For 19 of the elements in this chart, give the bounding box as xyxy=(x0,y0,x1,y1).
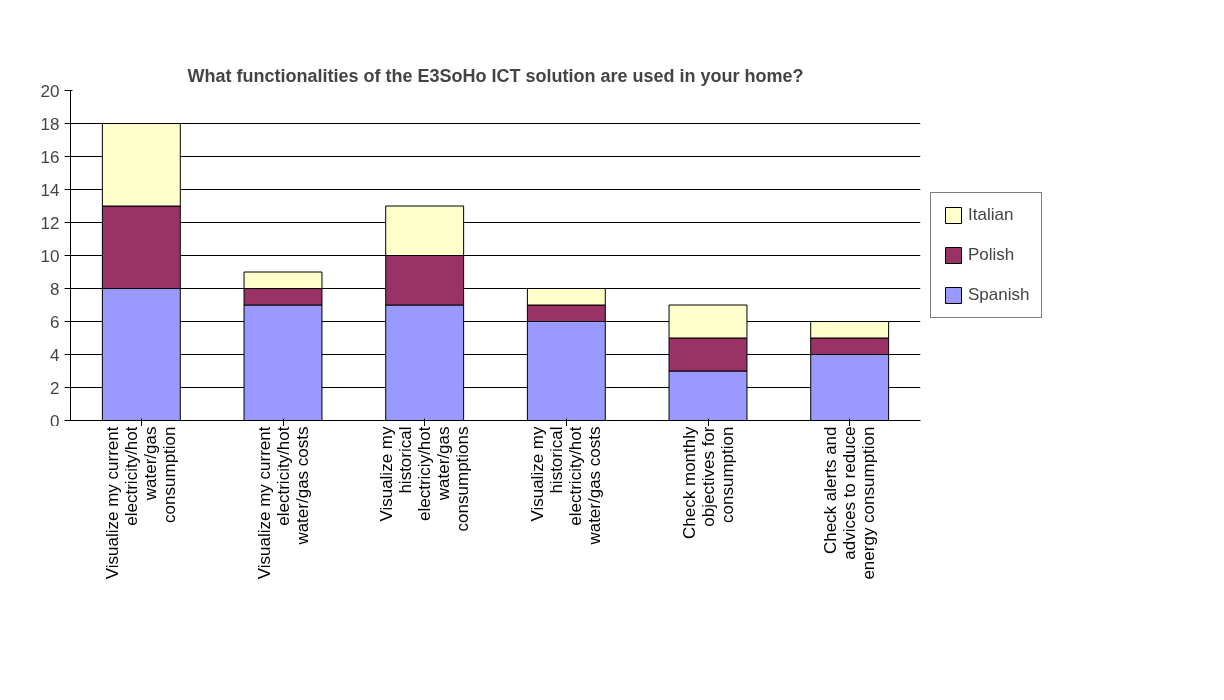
legend-label: Polish xyxy=(968,245,1015,265)
x-tick-label: Check monthly objectives for consumption xyxy=(679,426,737,539)
y-tick-label: 12 xyxy=(40,213,60,233)
y-tick-label: 16 xyxy=(40,147,60,167)
x-tick-label: Visualize my historical electricity/hot water/gas costs xyxy=(528,426,605,546)
y-tick-label: 10 xyxy=(40,246,60,266)
y-tick-label: 20 xyxy=(40,81,60,101)
y-tick-label: 0 xyxy=(50,411,60,431)
legend-label: Italian xyxy=(968,205,1014,225)
x-tick-label: Visualize my current electricity/hot water/gas costs xyxy=(254,426,312,580)
y-tick-label: 4 xyxy=(50,345,60,365)
x-tick-label: Visualize my current electricity/hot water/gas consumption xyxy=(103,426,180,580)
y-tick-label: 6 xyxy=(50,312,60,332)
y-tick-label: 18 xyxy=(40,114,60,134)
legend-label: Spanish xyxy=(968,285,1030,305)
chart-title: What functionalities of the E3SoHo ICT solution are used in your home? xyxy=(187,65,804,86)
y-tick-label: 14 xyxy=(40,180,60,200)
y-tick-label: 2 xyxy=(50,378,60,398)
y-tick-label: 8 xyxy=(50,279,60,299)
